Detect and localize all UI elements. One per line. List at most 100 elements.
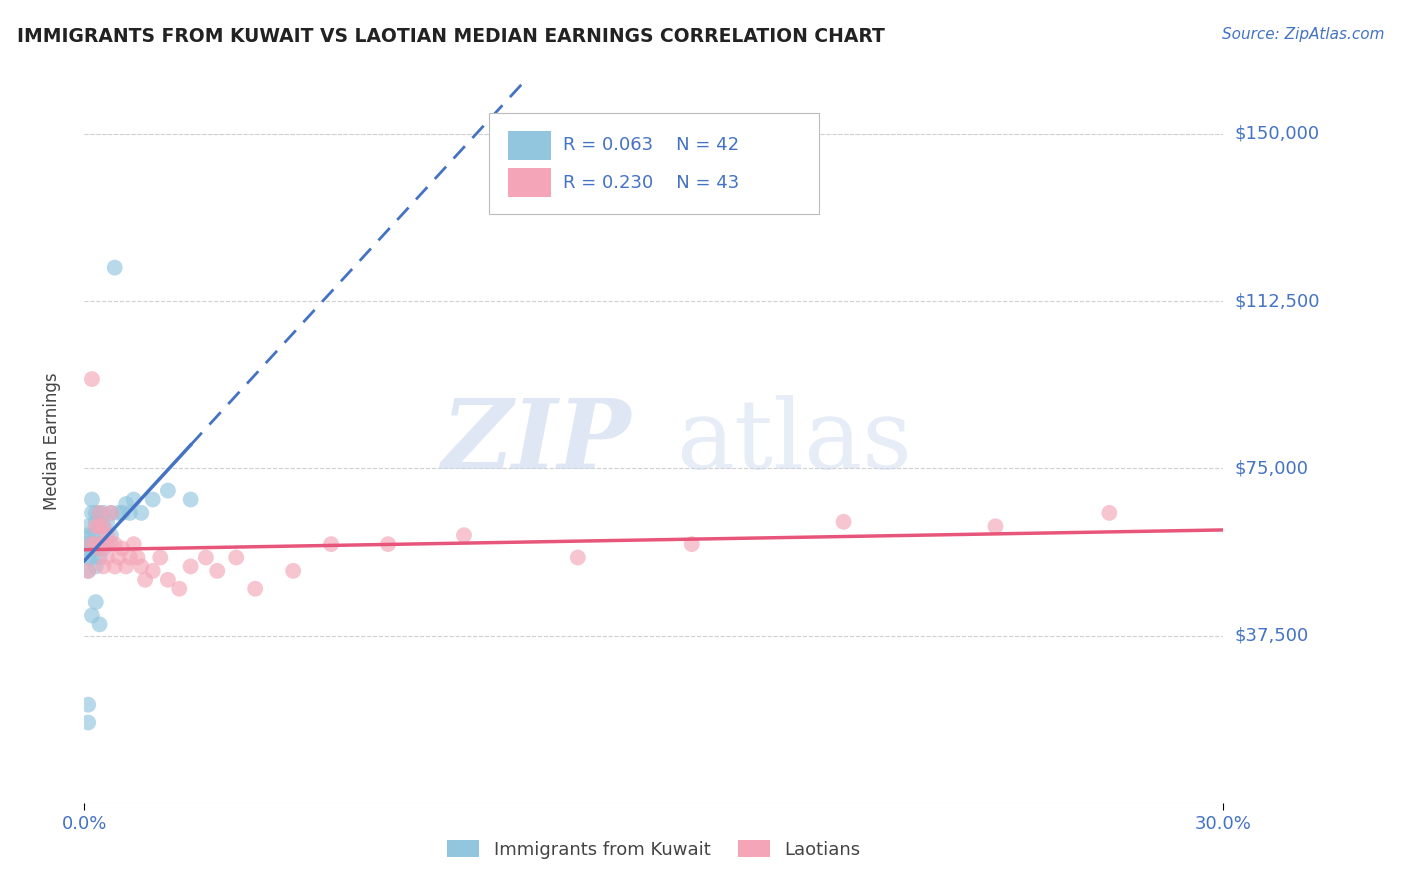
Y-axis label: Median Earnings: Median Earnings <box>44 373 62 510</box>
Point <box>93 541 115 556</box>
Point <box>96 537 118 551</box>
Point <box>80 528 103 542</box>
Point <box>80 537 103 551</box>
Point <box>77 715 100 730</box>
Point <box>134 573 156 587</box>
Point <box>321 537 343 551</box>
Point <box>100 528 122 542</box>
Bar <box>508 169 551 197</box>
Point <box>149 550 172 565</box>
Point <box>142 564 165 578</box>
Text: R = 0.230    N = 43: R = 0.230 N = 43 <box>562 174 740 192</box>
Point <box>84 541 107 556</box>
Point <box>1098 506 1121 520</box>
Point <box>111 506 134 520</box>
Point <box>107 506 129 520</box>
Point <box>100 506 122 520</box>
Point <box>77 541 100 556</box>
Point <box>89 519 111 533</box>
Point <box>118 550 141 565</box>
Point <box>131 506 153 520</box>
Point <box>245 582 267 596</box>
Point <box>142 492 165 507</box>
Point <box>84 506 107 520</box>
Point <box>89 541 111 556</box>
Point <box>104 537 127 551</box>
Point <box>93 537 115 551</box>
Point <box>207 564 229 578</box>
Point <box>96 515 118 529</box>
Point <box>84 559 107 574</box>
Point <box>89 537 111 551</box>
Point <box>77 519 100 533</box>
Point <box>127 550 149 565</box>
Point <box>77 564 100 578</box>
Point <box>84 519 107 533</box>
Point <box>984 519 1007 533</box>
Text: $75,000: $75,000 <box>1234 459 1309 477</box>
Point <box>80 537 103 551</box>
Point <box>122 492 145 507</box>
FancyBboxPatch shape <box>489 112 818 214</box>
Text: atlas: atlas <box>676 394 912 489</box>
Bar <box>508 131 551 160</box>
Point <box>80 492 103 507</box>
Point <box>96 528 118 542</box>
Point <box>180 492 202 507</box>
Point <box>283 564 305 578</box>
Point <box>115 497 138 511</box>
Point <box>89 506 111 520</box>
Point <box>104 559 127 574</box>
Point <box>169 582 191 596</box>
Point <box>122 537 145 551</box>
Point <box>93 559 115 574</box>
Point <box>225 550 247 565</box>
Point <box>84 537 107 551</box>
Point <box>832 515 855 529</box>
Point <box>93 519 115 533</box>
Point <box>96 550 118 565</box>
Point <box>681 537 703 551</box>
Point <box>107 550 129 565</box>
Point <box>80 608 103 623</box>
Point <box>131 559 153 574</box>
Point <box>80 372 103 386</box>
Point <box>104 260 127 275</box>
Point <box>93 506 115 520</box>
Point <box>115 559 138 574</box>
Point <box>377 537 399 551</box>
Point <box>77 564 100 578</box>
Point <box>100 506 122 520</box>
Text: IMMIGRANTS FROM KUWAIT VS LAOTIAN MEDIAN EARNINGS CORRELATION CHART: IMMIGRANTS FROM KUWAIT VS LAOTIAN MEDIAN… <box>17 27 884 45</box>
Point <box>77 698 100 712</box>
Text: $37,500: $37,500 <box>1234 626 1309 645</box>
Point <box>89 550 111 565</box>
Point <box>180 559 202 574</box>
Point <box>567 550 589 565</box>
Point <box>89 506 111 520</box>
Point <box>111 541 134 556</box>
Point <box>194 550 217 565</box>
Point <box>118 506 141 520</box>
Text: Source: ZipAtlas.com: Source: ZipAtlas.com <box>1222 27 1385 42</box>
Point <box>84 595 107 609</box>
Point <box>80 506 103 520</box>
Point <box>156 573 179 587</box>
Legend: Immigrants from Kuwait, Laotians: Immigrants from Kuwait, Laotians <box>440 833 868 866</box>
Text: $150,000: $150,000 <box>1234 125 1319 143</box>
Text: ZIP: ZIP <box>441 394 631 489</box>
Point <box>84 515 107 529</box>
Point <box>84 528 107 542</box>
Point <box>80 550 103 565</box>
Point <box>77 537 100 551</box>
Point <box>77 550 100 565</box>
Point <box>100 537 122 551</box>
Text: $112,500: $112,500 <box>1234 292 1320 310</box>
Point <box>93 519 115 533</box>
Point <box>156 483 179 498</box>
Point <box>77 528 100 542</box>
Point <box>453 528 475 542</box>
Point <box>89 519 111 533</box>
Point <box>89 617 111 632</box>
Text: R = 0.063    N = 42: R = 0.063 N = 42 <box>562 136 738 154</box>
